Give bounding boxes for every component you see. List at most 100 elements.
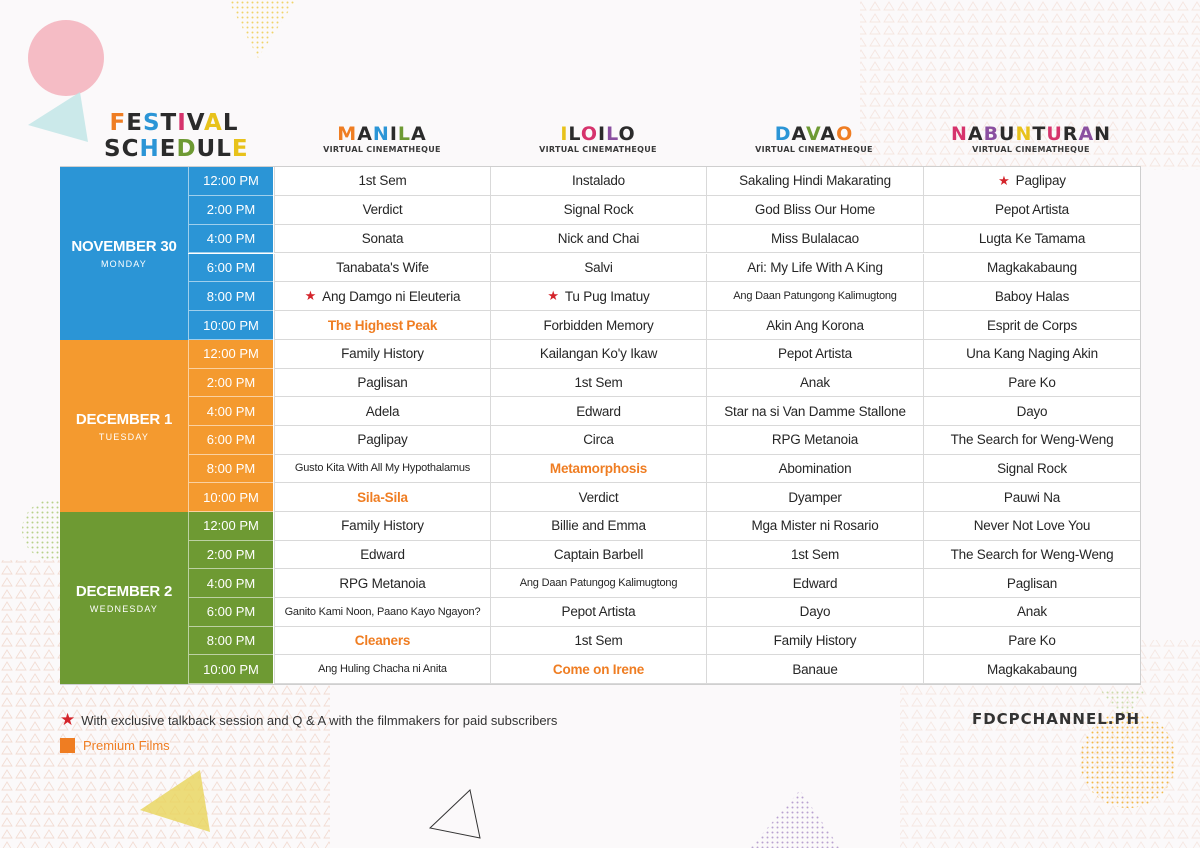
film-cell[interactable]: Edward	[706, 569, 923, 598]
film-title: Ganito Kami Noon, Paano Kayo Ngayon?	[284, 605, 481, 618]
film-cell[interactable]: Metamorphosis	[490, 454, 706, 484]
venue-letter: A	[411, 123, 427, 145]
venue-letter: R	[1062, 123, 1079, 145]
day-weekday: WEDNESDAY	[89, 603, 159, 614]
venue-letter: U	[999, 123, 1016, 145]
website-url[interactable]: FDCPCHANNEL.PH	[971, 710, 1140, 728]
film-title: Dayo	[799, 604, 831, 620]
film-cell[interactable]: Pepot Artista	[706, 340, 923, 369]
film-cell[interactable]: Verdict	[274, 195, 490, 225]
film-cell[interactable]: Billie and Emma	[490, 512, 706, 541]
film-cell[interactable]: Una Kang Naging Akin	[923, 340, 1140, 369]
film-cell[interactable]: Pepot Artista	[923, 195, 1140, 225]
film-cell[interactable]: Family History	[274, 340, 490, 369]
film-cell[interactable]: RPG Metanoia	[706, 426, 923, 455]
film-cell[interactable]: Dayo	[706, 598, 923, 627]
film-cell[interactable]: Dyamper	[706, 483, 923, 512]
film-cell[interactable]: Edward	[274, 540, 490, 570]
film-cell[interactable]: ★ Ang Damgo ni Eleuteria	[274, 282, 490, 312]
title-letter: L	[216, 136, 232, 162]
film-cell[interactable]: The Search for Weng-Weng	[923, 540, 1140, 570]
film-cell[interactable]: Gusto Kita With All My Hypothalamus	[274, 454, 490, 484]
film-cell[interactable]: Miss Bulalacao	[706, 224, 923, 254]
film-cell[interactable]: Family History	[274, 512, 490, 541]
venue-header: DAVAO VIRTUAL CINEMATHEQUE	[706, 124, 922, 154]
title-letter: E	[126, 110, 143, 136]
film-cell[interactable]: The Highest Peak	[274, 311, 490, 340]
film-cell[interactable]: Never Not Love You	[923, 512, 1140, 541]
film-cell[interactable]: ★ Paglipay	[923, 167, 1140, 196]
film-cell[interactable]: Ang Huling Chacha ni Anita	[274, 655, 490, 684]
film-cell[interactable]: Star na si Van Damme Stallone	[706, 397, 923, 426]
film-title: Sila-Sila	[357, 489, 408, 505]
film-cell[interactable]: RPG Metanoia	[274, 569, 490, 598]
film-cell[interactable]: Esprit de Corps	[923, 311, 1140, 340]
film-cell[interactable]: Ang Daan Patungog Kalimugtong	[490, 569, 706, 598]
film-cell[interactable]: Akin Ang Korona	[706, 311, 923, 340]
film-cell[interactable]: Instalado	[490, 167, 706, 196]
film-cell[interactable]: Forbidden Memory	[490, 311, 706, 340]
film-cell[interactable]: Verdict	[490, 483, 706, 512]
film-cell[interactable]: ★ Tu Pug Imatuy	[490, 282, 706, 312]
film-cell[interactable]: Ang Daan Patungong Kalimugtong	[706, 282, 923, 312]
time-slot: 12:00 PM	[188, 167, 273, 196]
film-cell[interactable]: Sonata	[274, 224, 490, 254]
film-cell[interactable]: Paglipay	[274, 426, 490, 455]
film-title: Signal Rock	[997, 460, 1067, 476]
film-cell[interactable]: Pauwi Na	[923, 483, 1140, 512]
day-label: DECEMBER 1 TUESDAY	[60, 340, 188, 512]
film-cell[interactable]: Sakaling Hindi Makarating	[706, 167, 923, 196]
film-cell[interactable]: Tanabata's Wife	[274, 253, 490, 283]
film-cell[interactable]: Paglisan	[274, 368, 490, 398]
film-cell[interactable]: Abomination	[706, 454, 923, 484]
film-cell[interactable]: 1st Sem	[274, 167, 490, 196]
venue-letter: L	[568, 123, 581, 145]
film-cell[interactable]: Anak	[923, 598, 1140, 627]
film-title: Forbidden Memory	[543, 317, 654, 333]
film-cell[interactable]: 1st Sem	[490, 626, 706, 656]
film-title: Magkakabaung	[987, 259, 1077, 275]
film-cell[interactable]: 1st Sem	[706, 540, 923, 570]
film-cell[interactable]: Ganito Kami Noon, Paano Kayo Ngayon?	[274, 598, 490, 627]
film-title: Ang Damgo ni Eleuteria	[322, 288, 461, 304]
film-title: Dayo	[1016, 403, 1048, 419]
film-cell[interactable]: Nick and Chai	[490, 224, 706, 254]
film-cell[interactable]: Signal Rock	[490, 195, 706, 225]
film-cell[interactable]: Magkakabaung	[923, 655, 1140, 684]
film-cell[interactable]: Anak	[706, 368, 923, 398]
venue-header: MANILA VIRTUAL CINEMATHEQUE	[274, 124, 490, 154]
film-cell[interactable]: Lugta Ke Tamama	[923, 224, 1140, 254]
venue-subtitle: VIRTUAL CINEMATHEQUE	[323, 145, 441, 154]
film-title: Mga Mister ni Rosario	[751, 518, 879, 534]
film-cell[interactable]: Paglisan	[923, 569, 1140, 598]
film-cell[interactable]: God Bliss Our Home	[706, 195, 923, 225]
film-cell[interactable]: Magkakabaung	[923, 253, 1140, 283]
film-cell[interactable]: The Search for Weng-Weng	[923, 426, 1140, 455]
film-cell[interactable]: Dayo	[923, 397, 1140, 426]
film-cell[interactable]: Circa	[490, 426, 706, 455]
film-title: Banaue	[792, 661, 838, 677]
film-cell[interactable]: 1st Sem	[490, 368, 706, 398]
film-cell[interactable]: Family History	[706, 626, 923, 656]
film-cell[interactable]: Banaue	[706, 655, 923, 684]
film-cell[interactable]: Pare Ko	[923, 626, 1140, 656]
film-cell[interactable]: Baboy Halas	[923, 282, 1140, 312]
film-cell[interactable]: Cleaners	[274, 626, 490, 656]
film-cell[interactable]: Edward	[490, 397, 706, 426]
film-cell[interactable]: Signal Rock	[923, 454, 1140, 484]
film-cell[interactable]: Pare Ko	[923, 368, 1140, 398]
film-cell[interactable]: Captain Barbell	[490, 540, 706, 570]
film-title: 1st Sem	[358, 173, 407, 189]
film-title: Anak	[1017, 604, 1047, 620]
title-letter: U	[196, 136, 217, 162]
film-cell[interactable]: Adela	[274, 397, 490, 426]
film-cell[interactable]: Come on Irene	[490, 655, 706, 684]
film-title: Paglisan	[357, 374, 408, 390]
film-cell[interactable]: Pepot Artista	[490, 598, 706, 627]
film-cell[interactable]: Kailangan Ko'y Ikaw	[490, 340, 706, 369]
film-cell[interactable]: Salvi	[490, 253, 706, 283]
film-cell[interactable]: Sila-Sila	[274, 483, 490, 512]
title-letter: D	[176, 136, 197, 162]
film-cell[interactable]: Ari: My Life With A King	[706, 253, 923, 283]
film-cell[interactable]: Mga Mister ni Rosario	[706, 512, 923, 541]
